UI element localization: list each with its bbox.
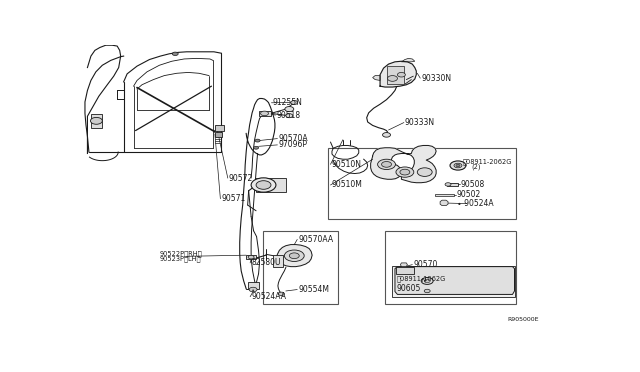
Circle shape (400, 169, 410, 175)
Polygon shape (401, 58, 415, 62)
Bar (215, 132, 222, 137)
Text: 97096P: 97096P (278, 140, 307, 150)
Polygon shape (371, 145, 436, 183)
Bar (256, 178, 286, 192)
Circle shape (289, 253, 300, 259)
Circle shape (381, 161, 392, 167)
Text: ⓝ08911-1062G: ⓝ08911-1062G (396, 276, 445, 282)
Text: 90518: 90518 (276, 110, 301, 120)
Circle shape (424, 289, 430, 293)
Circle shape (417, 168, 432, 176)
Text: (2): (2) (472, 164, 481, 170)
Text: 82580U: 82580U (251, 259, 280, 267)
Circle shape (291, 100, 298, 105)
Text: 90571: 90571 (221, 194, 246, 203)
Text: 90508: 90508 (461, 180, 485, 189)
Circle shape (249, 287, 257, 292)
Bar (396, 267, 414, 274)
Bar (262, 231, 338, 304)
Circle shape (450, 161, 466, 170)
Polygon shape (380, 61, 416, 87)
Circle shape (248, 256, 254, 259)
Text: 90510N: 90510N (332, 160, 362, 169)
Bar (259, 110, 271, 116)
Circle shape (284, 250, 304, 262)
Circle shape (286, 114, 292, 118)
Circle shape (285, 106, 294, 112)
Text: 90554M: 90554M (298, 285, 329, 294)
Circle shape (278, 292, 284, 296)
Circle shape (421, 278, 433, 284)
Text: 90502: 90502 (457, 190, 481, 199)
Polygon shape (395, 267, 515, 294)
Text: 90510M: 90510M (332, 180, 362, 189)
Circle shape (260, 111, 269, 116)
Text: N: N (422, 279, 426, 283)
Polygon shape (401, 263, 408, 267)
Polygon shape (440, 200, 448, 206)
Polygon shape (276, 244, 312, 267)
Circle shape (424, 279, 430, 283)
Circle shape (383, 132, 390, 137)
Bar (91, 114, 102, 128)
Bar (273, 256, 284, 267)
Circle shape (445, 183, 451, 186)
Text: ∙ 90524A: ∙ 90524A (457, 199, 493, 208)
Text: 90522P〈RH〉: 90522P〈RH〉 (159, 250, 202, 257)
Text: 90572: 90572 (229, 174, 253, 183)
Text: 91255N: 91255N (273, 98, 302, 107)
Circle shape (396, 167, 414, 177)
Polygon shape (392, 266, 515, 297)
Bar (215, 125, 224, 131)
Text: ⓝ08911-2062G: ⓝ08911-2062G (463, 158, 512, 165)
Bar (447, 183, 458, 186)
Bar (435, 193, 454, 196)
Text: 90333N: 90333N (405, 118, 435, 127)
Circle shape (388, 76, 397, 81)
Text: R905000E: R905000E (508, 317, 539, 321)
Text: 90570A: 90570A (278, 134, 308, 143)
Bar (248, 282, 259, 289)
Text: 90605: 90605 (396, 283, 421, 293)
Circle shape (251, 178, 276, 192)
Bar (328, 148, 516, 219)
Circle shape (172, 52, 178, 55)
Circle shape (90, 118, 102, 124)
Bar (387, 65, 404, 84)
Bar (385, 231, 516, 304)
Circle shape (253, 146, 259, 149)
Circle shape (256, 181, 271, 189)
Text: 90570: 90570 (413, 260, 438, 269)
Text: 90524AA: 90524AA (251, 292, 286, 301)
Circle shape (454, 163, 462, 168)
Bar (246, 255, 256, 260)
Text: 90570AA: 90570AA (298, 235, 333, 244)
Text: 90330N: 90330N (421, 74, 451, 83)
Circle shape (378, 159, 396, 170)
Text: 90523P〈LH〉: 90523P〈LH〉 (159, 256, 201, 262)
Polygon shape (372, 76, 380, 80)
Circle shape (456, 164, 460, 167)
Circle shape (255, 139, 260, 142)
Circle shape (397, 73, 405, 77)
